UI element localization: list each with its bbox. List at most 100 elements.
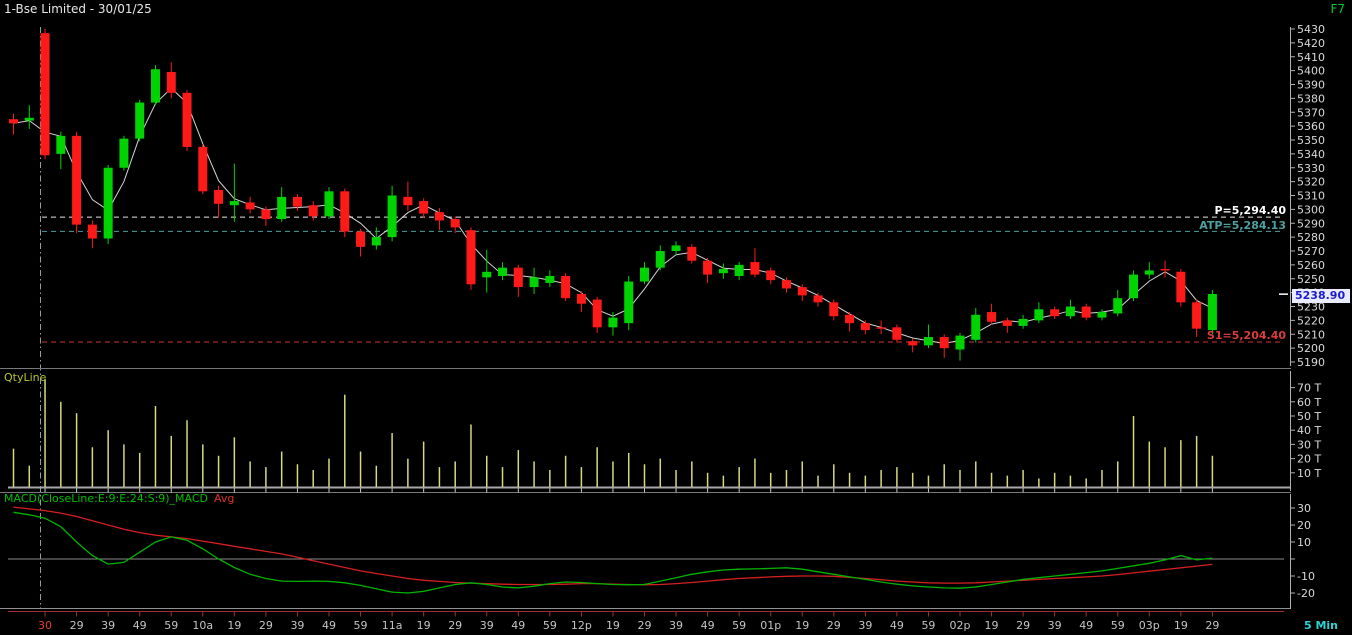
macd-axis-label: -10 — [1297, 570, 1315, 583]
candle-body — [1207, 294, 1217, 331]
candle-body — [1192, 302, 1202, 329]
s1-level-label: S1=5,204.40 — [1206, 329, 1286, 342]
time-axis-label: 19 — [985, 619, 999, 632]
candle-body — [876, 327, 886, 329]
macd-line-path — [13, 511, 1213, 594]
time-axis-label: 29 — [448, 619, 462, 632]
time-axis-label: 39 — [480, 619, 494, 632]
candle-body — [245, 202, 255, 210]
time-axis-label: 11a — [382, 619, 403, 632]
candle-body — [1113, 298, 1123, 314]
volume-axis-label: 10 T — [1297, 467, 1321, 480]
candle-body — [687, 246, 697, 261]
candle-body — [277, 196, 287, 220]
price-axis-label: 5410 — [1297, 51, 1325, 64]
time-axis-label: 12p — [571, 619, 592, 632]
candle-body — [9, 119, 18, 124]
time-axis-label: 39 — [1048, 619, 1062, 632]
candle-body — [214, 189, 224, 204]
candle-body — [561, 275, 571, 299]
time-axis-label: 39 — [290, 619, 304, 632]
price-axis-label: 5400 — [1297, 65, 1325, 78]
candle-body — [292, 196, 302, 207]
volume-axis-label: 50 T — [1297, 410, 1321, 423]
time-axis-label: 03p — [1139, 619, 1160, 632]
candle-body — [498, 267, 508, 276]
price-axis-label: 5380 — [1297, 92, 1325, 105]
price-axis-label: 5230 — [1297, 301, 1325, 314]
price-axis-label: 5190 — [1297, 356, 1325, 369]
candle-body — [592, 299, 602, 328]
macd-panel-title: MACD(CloseLine:E:9:E:24:S:9)_MACD Avg — [4, 492, 234, 505]
time-axis-label: 49 — [890, 619, 904, 632]
candle-body — [87, 224, 97, 239]
volume-panel-title: QtyLine — [4, 371, 47, 384]
candle-body — [403, 196, 413, 206]
candle-body — [324, 191, 334, 217]
chart-interval-label[interactable]: 5 Min — [1303, 619, 1338, 632]
candle-body — [1065, 306, 1075, 317]
candle-body — [450, 219, 460, 228]
time-axis-label: 29 — [638, 619, 652, 632]
time-axis-label: 39 — [101, 619, 115, 632]
time-axis-label: 49 — [701, 619, 715, 632]
volume-axis-label: 70 T — [1297, 382, 1321, 395]
candle-body — [655, 251, 665, 268]
price-axis-label: 5270 — [1297, 245, 1325, 258]
time-axis-label: 02p — [950, 619, 971, 632]
candle-body — [766, 270, 776, 281]
candle-body — [750, 262, 760, 275]
price-axis-label: 5250 — [1297, 273, 1325, 286]
candle-body — [119, 138, 129, 168]
candle-body — [308, 205, 318, 217]
candle-body — [813, 295, 823, 303]
candle-body — [198, 146, 208, 192]
time-axis-label: 29 — [1205, 619, 1219, 632]
time-axis-label: 59 — [164, 619, 178, 632]
time-axis-label: 19 — [795, 619, 809, 632]
pivot-level-label: P=5,294.40 — [1214, 204, 1286, 217]
candle-body — [1144, 270, 1154, 275]
candle-body — [103, 167, 113, 239]
macd-avg-line-path — [13, 506, 1213, 586]
candle-body — [40, 33, 50, 156]
time-axis-label: 29 — [827, 619, 841, 632]
candle-body — [1097, 312, 1107, 318]
candle-body — [1050, 309, 1060, 317]
candle-body — [671, 245, 681, 251]
candle-body — [340, 191, 350, 232]
price-axis-label: 5430 — [1297, 23, 1325, 36]
time-axis-label: 59 — [543, 619, 557, 632]
candle-body — [229, 201, 239, 206]
candle-body — [608, 317, 618, 328]
time-axis-label: 01p — [760, 619, 781, 632]
candle-body — [182, 92, 192, 147]
candle-body — [1002, 320, 1012, 326]
candle-body — [892, 327, 902, 340]
price-axis-label: 5200 — [1297, 342, 1325, 355]
macd-axis-label: 20 — [1297, 519, 1311, 532]
candle-body — [718, 269, 728, 274]
last-price-badge: 5238.90 — [1292, 289, 1350, 303]
candle-body — [56, 135, 66, 154]
function-key-badge[interactable]: F7 — [1330, 2, 1345, 16]
macd-formula-label: MACD(CloseLine:E:9:E:24:S:9)_MACD — [4, 492, 209, 505]
time-axis-label: 29 — [259, 619, 273, 632]
candle-body — [466, 230, 476, 285]
candle-body — [24, 117, 34, 121]
volume-axis-label: 20 T — [1297, 453, 1321, 466]
atp-level-label: ATP=5,284.13 — [1199, 219, 1286, 232]
time-axis-label: 29 — [1016, 619, 1030, 632]
candle-body — [1034, 309, 1044, 321]
price-axis-label: 5390 — [1297, 79, 1325, 92]
price-axis-label: 5370 — [1297, 106, 1325, 119]
price-axis-label: 5420 — [1297, 37, 1325, 50]
price-axis-label: 5220 — [1297, 314, 1325, 327]
candle-body — [640, 267, 649, 282]
candle-body — [135, 102, 145, 139]
macd-axis-label: 30 — [1297, 502, 1311, 515]
candle-body — [1176, 271, 1186, 303]
candle-body — [987, 312, 997, 322]
time-axis-label: 49 — [511, 619, 525, 632]
